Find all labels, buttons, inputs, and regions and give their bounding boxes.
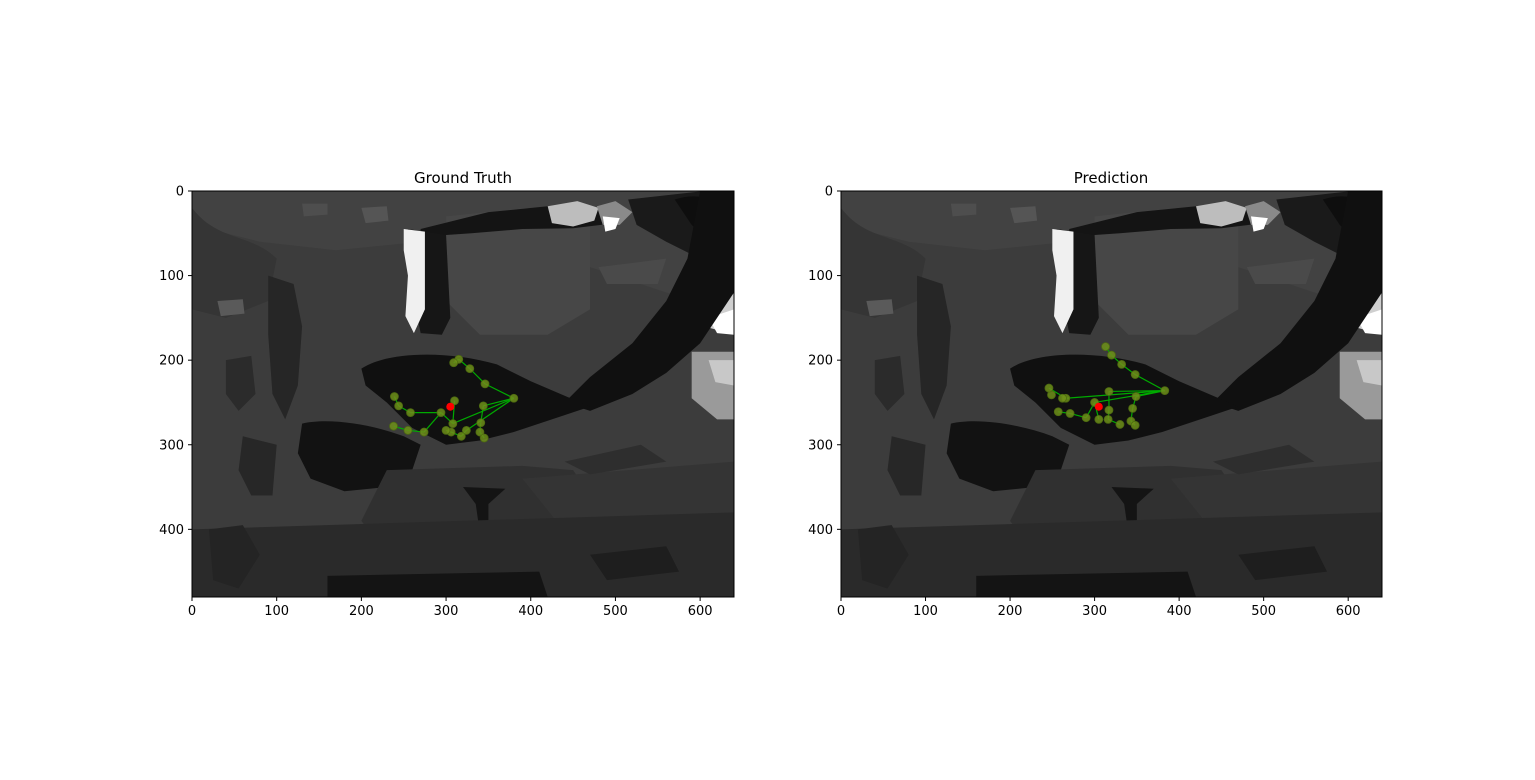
chart-title: Prediction [1074, 169, 1149, 187]
skeleton-bone [1094, 390, 1165, 404]
y-tick-label: 0 [176, 185, 184, 200]
y-tick-label: 0 [825, 185, 833, 200]
chart-prediction: Prediction 0 100 200 300 400 500 600 0 100 200 300… [808, 169, 1383, 620]
skeleton-bone [452, 397, 515, 425]
joint-point [476, 418, 486, 428]
axis-ticks: 0 100 200 300 400 500 600 0 100 200 300 400 [808, 185, 1360, 620]
joint-point [1160, 386, 1170, 396]
x-tick-label: 100 [913, 604, 938, 619]
joint-point [1131, 392, 1141, 401]
x-tick-label: 300 [434, 604, 459, 619]
joint-point [1058, 393, 1067, 403]
x-tick-label: 300 [1082, 604, 1107, 619]
x-tick-label: 100 [264, 604, 289, 619]
joint-point [394, 401, 404, 411]
joint-point [1044, 383, 1054, 393]
axes-frame [840, 190, 1383, 598]
x-tick-label: 600 [1336, 604, 1361, 619]
skeleton-bone [1134, 374, 1166, 392]
chart-ground-truth: Ground Truth 0 100 200 300 400 500 600 0 100 200 3… [159, 169, 735, 620]
joint-point [456, 431, 466, 441]
joint-point [450, 396, 459, 406]
joint-point [441, 425, 451, 435]
y-tick-label: 400 [159, 523, 184, 538]
joint-point [1130, 420, 1140, 430]
keypoint-marks [389, 354, 519, 443]
skeleton-bone [483, 397, 514, 407]
x-tick-label: 400 [1167, 604, 1192, 619]
x-tick-label: 600 [688, 604, 713, 619]
joint-point [509, 393, 519, 403]
skeleton-bone [1065, 390, 1165, 399]
joint-point [1104, 387, 1114, 396]
joint-point [1053, 407, 1063, 417]
axis-ticks: 0 100 200 300 400 500 600 0 100 200 300 400 [159, 185, 712, 620]
joint-point [465, 364, 475, 374]
chart-title: Ground Truth [414, 169, 512, 187]
x-tick-label: 500 [1251, 604, 1276, 619]
joint-point [1101, 342, 1110, 352]
x-tick-label: 0 [188, 604, 196, 619]
joint-point [1130, 370, 1140, 379]
joint-point [436, 408, 446, 418]
y-tick-label: 100 [808, 269, 833, 284]
joint-point [419, 427, 429, 437]
joint-point [1104, 405, 1114, 415]
y-tick-label: 200 [808, 354, 833, 369]
joint-point [1103, 414, 1113, 424]
joint-point [448, 419, 458, 429]
joint-point [461, 425, 471, 435]
center-point [1094, 402, 1103, 411]
joint-point [1107, 350, 1116, 360]
joint-point [480, 379, 490, 389]
joint-point [1094, 414, 1104, 424]
joint-point [1117, 359, 1127, 369]
x-tick-label: 400 [518, 604, 543, 619]
y-tick-label: 300 [159, 438, 184, 453]
y-tick-label: 100 [159, 269, 184, 284]
joint-point [478, 401, 488, 411]
joint-point [1128, 403, 1138, 413]
skeleton-bone [466, 397, 515, 431]
x-tick-label: 0 [837, 604, 845, 619]
y-tick-label: 300 [808, 438, 833, 453]
joint-point [389, 421, 398, 431]
joint-point [479, 433, 489, 443]
x-tick-label: 200 [998, 604, 1023, 619]
joint-point [1065, 409, 1075, 418]
y-tick-label: 400 [808, 523, 833, 538]
x-tick-label: 500 [603, 604, 628, 619]
joint-point [1115, 420, 1125, 429]
skeleton-bone [484, 383, 515, 399]
joint-point [403, 425, 413, 435]
joint-point [390, 392, 399, 401]
center-point [446, 402, 455, 411]
y-tick-label: 200 [159, 354, 184, 369]
x-tick-label: 200 [349, 604, 374, 619]
joint-point [449, 358, 459, 368]
keypoint-marks [1044, 342, 1170, 430]
joint-point [1081, 413, 1091, 423]
axes-frame [191, 190, 735, 598]
joint-point [475, 427, 485, 437]
depth-image [192, 191, 734, 597]
joint-point [406, 408, 415, 418]
